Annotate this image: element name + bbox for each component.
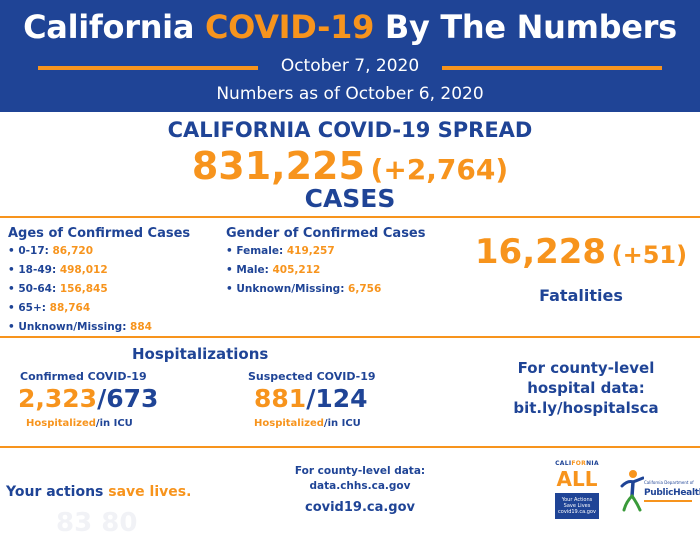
county-data-link[interactable]: data.chhs.ca.gov [309, 480, 411, 492]
suspected-icu: 124 [315, 384, 368, 413]
hospitalizations-title: Hospitalizations [132, 345, 269, 363]
age-stat-value: 884 [130, 321, 152, 333]
age-stat-label: • Unknown/Missing: [8, 321, 131, 333]
suspected-hospital-stats: 881/124 [254, 384, 368, 413]
confirmed-hospital-stats: 2,323/673 [18, 384, 158, 413]
age-stat-value: 156,845 [59, 283, 108, 295]
wordmark-part: NIA [586, 460, 599, 467]
county-data-info: For county-level data: data.chhs.ca.gov [280, 464, 440, 494]
gender-stat: • Male: 405,212 [226, 264, 320, 276]
spread-title: CALIFORNIA COVID-19 SPREAD [167, 118, 533, 142]
cdph-department-text: California Department of [644, 480, 694, 485]
age-stat: • 0-17: 86,720 [8, 245, 93, 257]
confirmed-icu-label: /in ICU [95, 418, 133, 429]
california-wordmark: CALIFORNIA [553, 460, 601, 467]
county-hospital-line: For county-level [517, 359, 655, 377]
age-stat-label: • 0-17: [8, 245, 53, 257]
age-stat: • 18-49: 498,012 [8, 264, 108, 276]
gender-stat-label: • Unknown/Missing: [226, 283, 349, 295]
header-divider-right [442, 66, 662, 70]
person-figure-icon [620, 470, 644, 512]
section-divider [0, 336, 700, 338]
public-health-logo: California Department of PublicHealth [620, 466, 700, 518]
report-date: October 7, 2020 [280, 56, 420, 76]
age-stat: • 50-64: 156,845 [8, 283, 108, 295]
section-divider [0, 216, 700, 218]
age-stat-value: 498,012 [59, 264, 108, 276]
suspected-legend: Hospitalized/in ICU [254, 418, 361, 429]
numbers-as-of: Numbers as of October 6, 2020 [216, 84, 484, 104]
suspected-label: Suspected COVID-19 [248, 370, 376, 383]
wordmark-part: CALI [555, 460, 572, 467]
title-suffix: By The Numbers [374, 8, 677, 46]
confirmed-separator: / [97, 384, 107, 413]
cdph-underline [644, 500, 692, 502]
gender-stat-value: 405,212 [272, 264, 321, 276]
wordmark-part: FOR [571, 460, 587, 467]
age-stat-value: 88,764 [49, 302, 91, 314]
gender-stat-label: • Female: [226, 245, 287, 257]
suspected-hosp-label: Hospitalized [254, 418, 324, 429]
tagline-line: Save Lives [563, 503, 591, 509]
age-stat-label: • 50-64: [8, 283, 60, 295]
title-prefix: California [23, 8, 205, 46]
county-hospital-info: For county-level hospital data: bit.ly/h… [486, 358, 686, 418]
title-accent: COVID-19 [204, 8, 375, 46]
ages-title: Ages of Confirmed Cases [8, 226, 191, 241]
california-all-logo: CALIFORNIA ALL Your Actions Save Lives c… [553, 460, 601, 520]
cases-number: 831,225 [191, 144, 365, 188]
gender-stat: • Female: 419,257 [226, 245, 335, 257]
suspected-icu-label: /in ICU [323, 418, 361, 429]
suspected-hospitalized: 881 [254, 384, 307, 413]
confirmed-legend: Hospitalized/in ICU [26, 418, 133, 429]
tagline-line: covid19.ca.gov [558, 509, 596, 515]
cdph-public-health-text: PublicHealth [644, 488, 700, 498]
slogan-prefix: Your actions [6, 484, 109, 500]
confirmed-hosp-label: Hospitalized [26, 418, 96, 429]
confirmed-hospitalized: 2,323 [18, 384, 98, 413]
fatalities-count: 16,228 (+51) [474, 232, 688, 272]
gender-title: Gender of Confirmed Cases [226, 226, 426, 241]
hospital-data-link[interactable]: bit.ly/hospitalsca [513, 399, 659, 417]
gender-stat-label: • Male: [226, 264, 273, 276]
cases-label: CASES [304, 184, 396, 213]
site-link[interactable]: covid19.ca.gov [304, 500, 416, 515]
cases-count: 831,225 (+2,764) [0, 144, 700, 188]
fatalities-label: Fatalities [539, 286, 623, 305]
county-hospital-line: hospital data: [527, 379, 645, 397]
gender-stat: • Unknown/Missing: 6,756 [226, 283, 381, 295]
age-stat-label: • 18-49: [8, 264, 60, 276]
header-divider-left [38, 66, 258, 70]
gender-stat-value: 6,756 [348, 283, 382, 295]
age-stat: • 65+: 88,764 [8, 302, 90, 314]
tagline-line: Your Actions [561, 497, 593, 503]
gender-stat-value: 419,257 [286, 245, 335, 257]
actions-slogan: Your actions save lives. [6, 484, 191, 500]
age-stat-value: 86,720 [52, 245, 94, 257]
confirmed-icu: 673 [106, 384, 159, 413]
cases-delta: (+2,764) [370, 153, 509, 186]
header-banner: California COVID-19 By The Numbers Octob… [0, 0, 700, 112]
suspected-separator: / [306, 384, 316, 413]
fatalities-delta: (+51) [611, 241, 688, 269]
section-divider [0, 446, 700, 448]
age-stat: • Unknown/Missing: 884 [8, 321, 152, 333]
all-wordmark: ALL [556, 467, 598, 491]
ca-all-tagline-box: Your Actions Save Lives covid19.ca.gov [555, 493, 599, 519]
slogan-accent: save lives. [108, 484, 192, 500]
fatalities-number: 16,228 [474, 232, 607, 272]
confirmed-label: Confirmed COVID-19 [20, 370, 147, 383]
page-title: California COVID-19 By The Numbers [0, 8, 700, 46]
faded-background-text: 83 80 [56, 508, 138, 538]
age-stat-label: • 65+: [8, 302, 50, 314]
county-data-label: For county-level data: [294, 465, 426, 477]
